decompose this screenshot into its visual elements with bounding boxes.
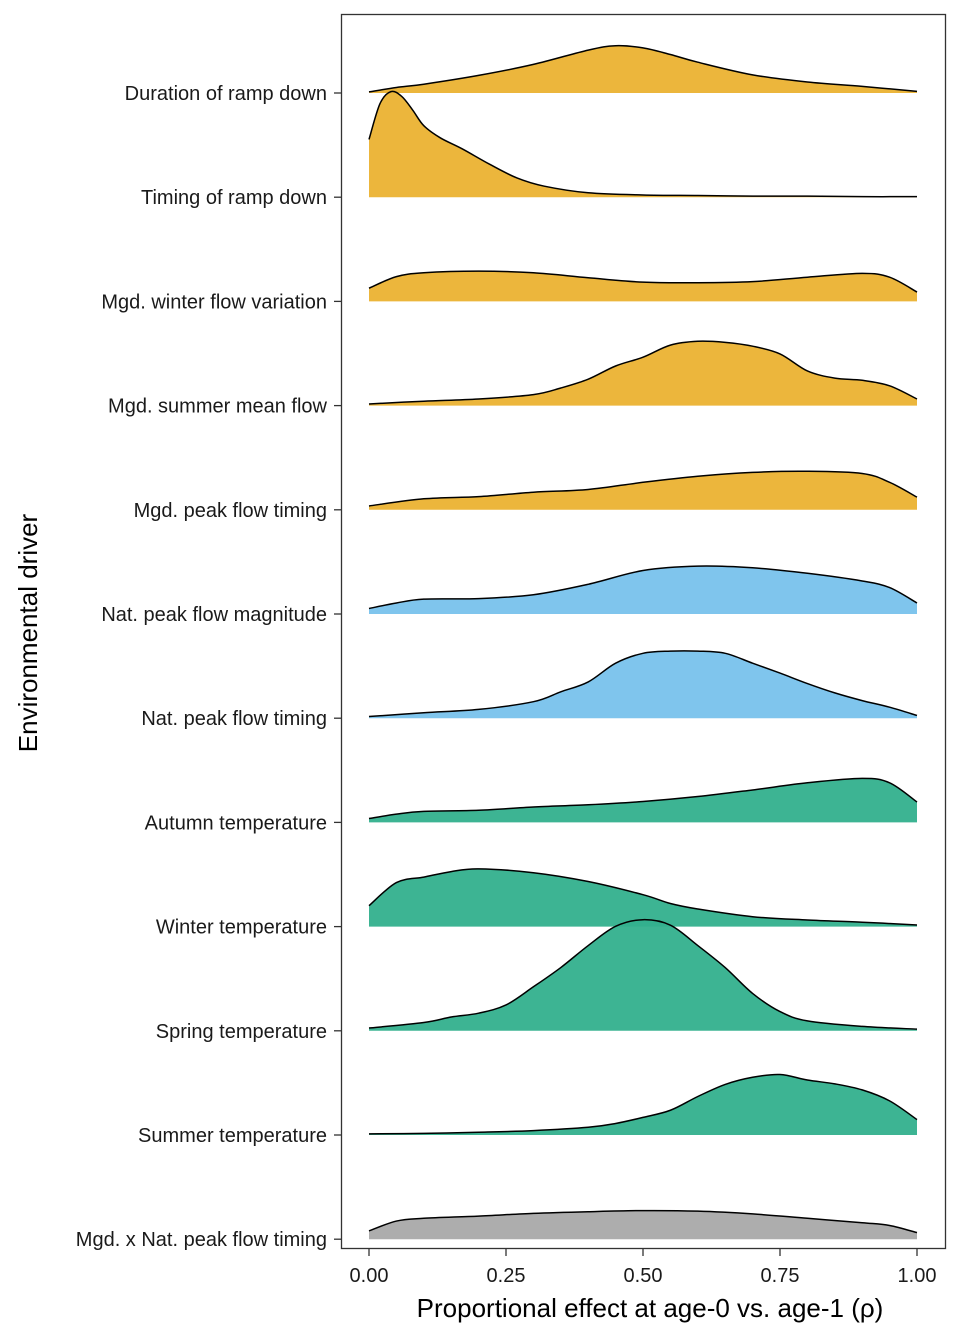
ridge-fill-duration-of-ramp-down: [369, 45, 917, 93]
x-tick-label: 0.00: [350, 1265, 389, 1287]
y-tick-label-summer-temperature: Summer temperature: [138, 1125, 327, 1147]
y-axis: Duration of ramp down Timing of ramp down…: [76, 83, 341, 1251]
y-tick-label-duration-of-ramp-down: Duration of ramp down: [125, 83, 327, 105]
x-tick-label: 0.25: [487, 1265, 526, 1287]
ridge-fill-mgd-summer-mean-flow: [369, 341, 917, 406]
y-tick-label-mgd-winter-flow-variation: Mgd. winter flow variation: [101, 291, 327, 313]
ridge-outline-summer-temperature: [368, 1073, 918, 1135]
x-tick-label: 1.00: [898, 1265, 937, 1287]
ridge-fill-mgd-peak-flow-timing: [369, 471, 917, 510]
x-axis-title: Proportional effect at age-0 vs. age-1 (…: [417, 1293, 884, 1323]
ridge-outline-nat-peak-flow-magnitude: [368, 565, 918, 610]
ridge-outline-mgd-summer-mean-flow: [368, 340, 918, 405]
ridge-layer: [368, 44, 918, 1240]
y-tick-label-mgd-summer-mean-flow: Mgd. summer mean flow: [108, 396, 328, 418]
ridge-fill-summer-temperature: [369, 1074, 917, 1135]
ridge-outline-mgd-winter-flow-variation: [368, 270, 918, 293]
ridge-outline-mgd-peak-flow-timing: [368, 470, 918, 507]
y-tick-label-autumn-temperature: Autumn temperature: [145, 812, 327, 834]
ridge-fill-spring-temperature: [369, 919, 917, 1031]
y-tick-label-nat-peak-flow-magnitude: Nat. peak flow magnitude: [101, 604, 327, 626]
ridge-fill-winter-temperature: [369, 868, 917, 927]
ridge-fill-timing-of-ramp-down: [369, 91, 917, 198]
y-axis-title: Environmental driver: [13, 513, 43, 752]
y-tick-label-timing-of-ramp-down: Timing of ramp down: [141, 187, 327, 209]
ridge-outline-spring-temperature: [368, 918, 918, 1030]
ridge-fill-nat-peak-flow-magnitude: [369, 566, 917, 614]
x-axis: 0.00 0.25 0.50 0.75 1.00: [350, 1249, 937, 1287]
ridge-outline-nat-peak-flow-timing: [368, 650, 918, 718]
ridge-fill-nat-peak-flow-timing: [369, 650, 917, 719]
ridge-outline-winter-temperature: [368, 868, 918, 926]
x-tick-label: 0.75: [761, 1265, 800, 1287]
ridge-fill-autumn-temperature: [369, 778, 917, 823]
ridge-outline-timing-of-ramp-down: [368, 90, 918, 198]
plot-panel-border: [340, 13, 947, 1250]
y-tick-label-winter-temperature: Winter temperature: [156, 917, 327, 939]
ridge-outline-mgd-x-nat-peak-flow-timing: [368, 1209, 918, 1234]
y-tick-label-mgd-peak-flow-timing: Mgd. peak flow timing: [134, 500, 327, 522]
y-tick-label-nat-peak-flow-timing: Nat. peak flow timing: [141, 708, 327, 730]
y-tick-label-spring-temperature: Spring temperature: [156, 1021, 327, 1043]
ridge-outline-duration-of-ramp-down: [368, 44, 918, 93]
x-tick-label: 0.50: [624, 1265, 663, 1287]
ridge-outline-autumn-temperature: [368, 777, 918, 820]
ridge-fill-mgd-winter-flow-variation: [369, 271, 917, 302]
y-tick-label-mgd-x-nat-peak-flow-timing: Mgd. x Nat. peak flow timing: [76, 1229, 327, 1251]
ridge-fill-mgd-x-nat-peak-flow-timing: [369, 1210, 917, 1240]
